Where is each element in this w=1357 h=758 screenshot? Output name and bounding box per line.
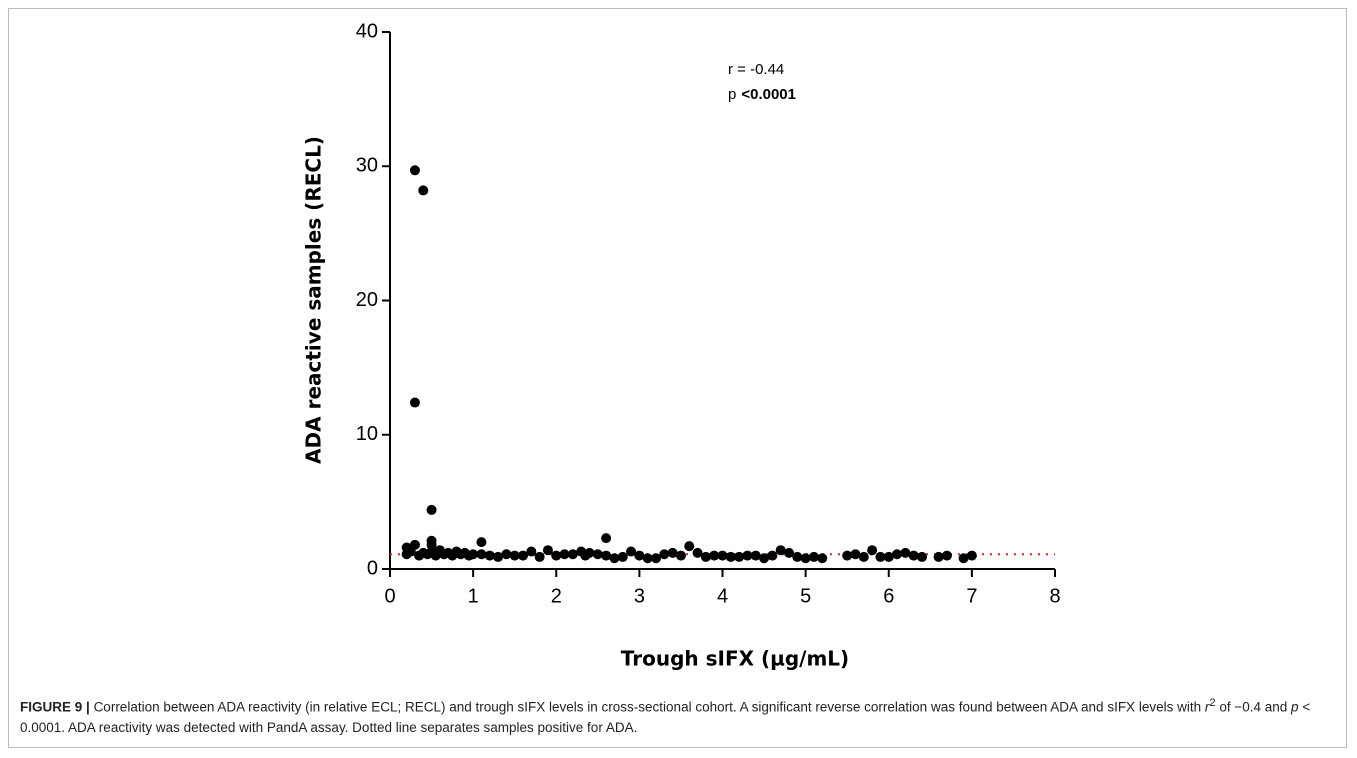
data-point <box>484 550 495 561</box>
data-point <box>601 533 612 544</box>
data-point <box>534 551 545 562</box>
caption-text: < 0.0001. ADA reactivity was detected wi… <box>20 699 1311 735</box>
data-point <box>684 541 695 552</box>
data-point <box>476 537 487 548</box>
caption-italic: p <box>1291 699 1299 715</box>
data-point <box>767 550 778 561</box>
data-point <box>842 550 853 561</box>
data-point <box>409 539 420 550</box>
caption-superscript: 2 <box>1209 697 1216 709</box>
data-point <box>775 545 786 556</box>
y-tick-label: 0 <box>367 557 378 579</box>
caption-label: FIGURE 9 | <box>20 699 90 715</box>
data-point <box>468 549 479 560</box>
data-point <box>675 550 686 561</box>
data-point <box>734 551 745 562</box>
x-tick-label: 4 <box>717 585 728 607</box>
x-tick-label: 2 <box>551 585 562 607</box>
caption: FIGURE 9 | Correlation between ADA react… <box>20 693 1340 738</box>
data-point <box>659 549 670 560</box>
data-point <box>966 550 977 561</box>
x-tick-label: 3 <box>634 585 645 607</box>
data-point <box>692 547 703 558</box>
caption-italic: r <box>1204 699 1210 715</box>
data-point <box>559 549 570 560</box>
data-point <box>709 550 720 561</box>
data-point <box>567 549 578 560</box>
chart: Trough sIFX (µg/mL) ADA reactive samples… <box>302 20 1061 671</box>
data-point <box>867 545 878 556</box>
data-point <box>700 551 711 562</box>
annotation-p-value: <0.0001 <box>741 86 796 103</box>
x-tick-label: 6 <box>883 585 894 607</box>
data-point <box>476 549 487 560</box>
data-point <box>850 549 861 560</box>
data-point <box>941 550 952 561</box>
data-point <box>501 549 512 560</box>
x-tick-label: 7 <box>966 585 977 607</box>
data-point <box>667 547 678 558</box>
data-point <box>958 553 969 564</box>
y-tick-label: 20 <box>356 289 378 311</box>
data-point <box>800 553 811 564</box>
x-tick-label: 5 <box>800 585 811 607</box>
data-point <box>792 551 803 562</box>
data-point <box>526 546 537 557</box>
data-point <box>817 553 828 564</box>
y-axis-label: ADA reactive samples (RECL) <box>302 136 326 464</box>
data-point <box>542 545 553 556</box>
figure-frame <box>8 8 1347 748</box>
data-point <box>717 550 728 561</box>
data-point <box>642 553 653 564</box>
data-point <box>784 547 794 558</box>
data-point <box>933 551 944 562</box>
caption-text: Correlation between ADA reactivity (in r… <box>93 699 1205 715</box>
data-point <box>493 551 504 562</box>
annotation-p-label: p <box>728 86 736 103</box>
data-point <box>808 551 819 562</box>
data-point <box>426 504 437 515</box>
data-point <box>917 551 927 562</box>
data-point <box>418 185 429 196</box>
data-point <box>509 550 520 561</box>
data-point <box>617 551 628 562</box>
data-point <box>551 550 562 561</box>
data-point <box>750 550 761 561</box>
data-point <box>592 549 603 560</box>
caption-text: of −0.4 and <box>1215 699 1292 715</box>
data-point <box>609 553 620 564</box>
y-tick-label: 30 <box>356 155 378 177</box>
data-point <box>634 550 645 561</box>
x-axis-label: Trough sIFX (µg/mL) <box>621 647 849 671</box>
y-tick-label: 40 <box>356 20 378 42</box>
y-tick-label: 10 <box>356 423 378 445</box>
data-point <box>892 549 903 560</box>
data-point <box>908 550 919 561</box>
data-point <box>742 550 753 561</box>
data-point <box>409 165 420 176</box>
x-tick-label: 8 <box>1049 585 1060 607</box>
data-point <box>725 551 736 562</box>
x-tick-label: 1 <box>468 585 479 607</box>
x-tick-label: 0 <box>384 585 395 607</box>
data-point <box>626 546 637 557</box>
data-point <box>601 550 612 561</box>
data-point <box>858 551 869 562</box>
data-point <box>518 550 528 561</box>
data-point <box>651 553 661 564</box>
data-point <box>883 551 894 562</box>
data-point <box>900 547 911 558</box>
data-point <box>759 553 770 564</box>
data-point <box>584 547 595 558</box>
data-point <box>409 397 420 408</box>
annotation-r: r = -0.44 <box>728 61 784 78</box>
data-point <box>875 551 886 562</box>
annotation-p: p <0.0001 <box>728 86 796 103</box>
